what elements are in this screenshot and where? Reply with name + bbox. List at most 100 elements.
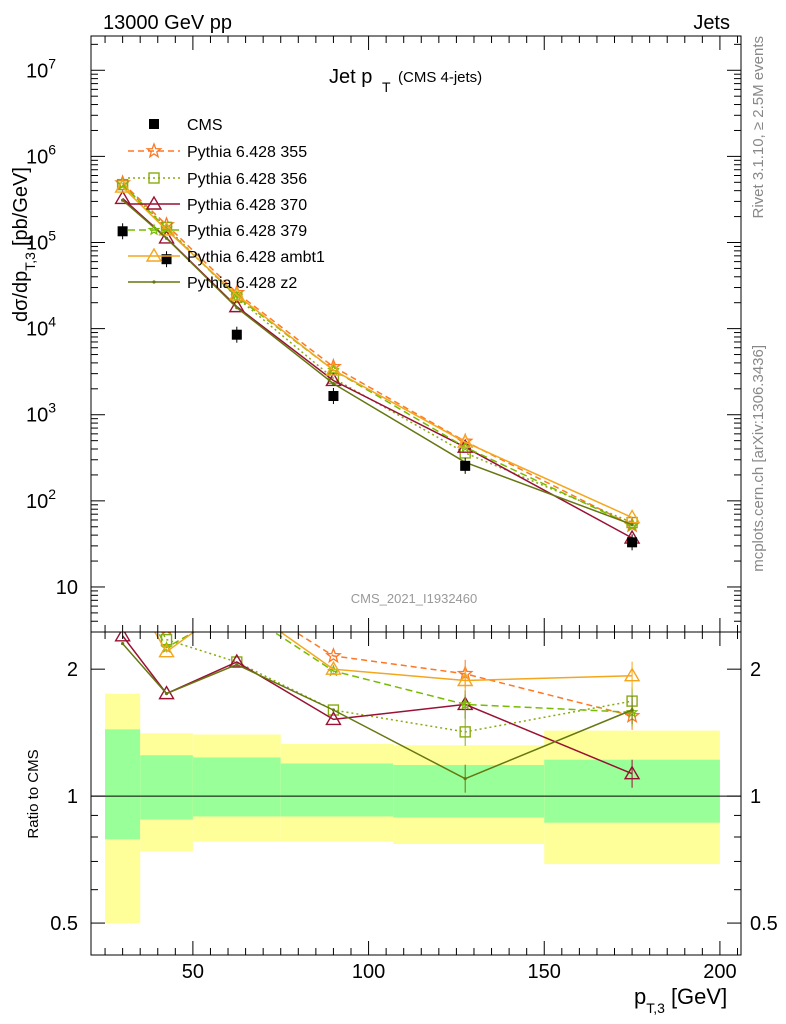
- ratio-y-tick-label-right: 1: [750, 786, 761, 808]
- legend-label-z2: Pythia 6.428 z2: [187, 275, 297, 292]
- plot-title-sub: T: [382, 79, 391, 95]
- x-tick-label: 200: [703, 961, 736, 983]
- series-point-z2: [235, 306, 239, 310]
- series-point-ambt1: [623, 509, 641, 524]
- analysis-watermark: CMS_2021_I1932460: [351, 591, 478, 606]
- ratio-line-ambt1: [153, 632, 633, 682]
- ratio-panel: 2 2 1 1 0.5 0.5 50 100 150 200 Ratio to CMS pT,3…: [25, 555, 778, 1016]
- series-line-ambt1: [122, 186, 633, 519]
- ratio-y-tick-label-right: 0.5: [750, 913, 778, 935]
- ratio-uncertainty-bands: [105, 693, 720, 924]
- legend-label-p370: Pythia 6.428 370: [187, 197, 307, 214]
- main-y-tick-exp: 2: [48, 486, 56, 502]
- main-y-tick-exp: 3: [48, 400, 56, 416]
- ratio-point-ambt1: [456, 672, 474, 687]
- legend-marker-p370: [145, 195, 163, 210]
- legend-marker-cms: [149, 119, 159, 129]
- ratio-point-p356: [327, 704, 340, 716]
- main-y-tick-label: 106: [26, 141, 56, 168]
- band-inner-segment: [140, 755, 193, 820]
- legend-marker-p379: [147, 223, 161, 236]
- cms-data-layer: [117, 223, 638, 551]
- series-point-ambt1: [114, 178, 131, 193]
- ratio-point-p355: [116, 555, 129, 568]
- x-axis-label: pT,3 [GeV]: [634, 984, 727, 1016]
- ratio-point-p379: [232, 603, 242, 612]
- ratio-point-p370: [114, 632, 131, 642]
- ratio-point-p379: [458, 697, 472, 710]
- main-y-label: dσ/dpT,3 [pb/GeV]: [10, 167, 38, 322]
- band-inner-segment: [280, 763, 394, 817]
- main-y-label-sub: T,3: [22, 252, 38, 271]
- band-inner-segment: [105, 729, 141, 840]
- ratio-series-layer: [114, 555, 641, 793]
- ratio-y-tick-label-left: 1: [67, 786, 78, 808]
- ratio-line-p355: [294, 632, 633, 717]
- rivet-version-label: Rivet 3.1.10, ≥ 2.5M events: [750, 36, 767, 219]
- ratio-y-ticks: 2 2 1 1 0.5 0.5: [50, 659, 778, 935]
- x-tick-label: 100: [352, 961, 385, 983]
- ratio-point-z2: [164, 692, 169, 696]
- main-y-tick-label: 10: [56, 577, 78, 599]
- ratio-x-ticks: 50 100 150 200: [104, 632, 738, 983]
- main-y-tick-base: 10: [26, 405, 48, 427]
- x-axis-label-sub: T,3: [646, 1000, 665, 1016]
- ratio-line-p379: [157, 632, 633, 714]
- ratio-point-z2: [331, 708, 336, 712]
- legend-marker-p355: [145, 142, 163, 159]
- series-point-ambt1: [158, 221, 175, 236]
- ratio-point-ambt1: [116, 570, 130, 582]
- band-inner-segment: [393, 765, 545, 818]
- band-inner-segment: [192, 757, 281, 817]
- ratio-point-p355: [230, 588, 243, 601]
- series-point-z2: [121, 198, 125, 202]
- main-y-tick-exp: 5: [48, 228, 56, 244]
- plot-title-note: (CMS 4-jets): [398, 69, 482, 86]
- series-point-p370: [158, 229, 175, 244]
- legend-marker-z2: [152, 280, 156, 284]
- ratio-y-label: Ratio to CMS: [25, 749, 42, 838]
- main-series-layer: [114, 174, 641, 544]
- ratio-point-p370: [623, 765, 641, 780]
- x-axis-label-main: p: [634, 984, 646, 1009]
- legend: CMS Pythia 6.428 355 Pythia 6.428 356 Pythi…: [128, 117, 325, 292]
- mcplots-label: mcplots.cern.ch [arXiv:1306.3436]: [750, 345, 767, 572]
- main-y-tick-label: 102: [26, 486, 56, 513]
- x-tick-label: 50: [182, 961, 204, 983]
- ratio-point-p356: [118, 562, 128, 572]
- ratio-y-tick-label-left: 2: [67, 659, 78, 681]
- main-y-label-main: dσ/dp: [10, 271, 32, 322]
- series-point-p370: [114, 190, 131, 205]
- main-y-tick-label: 105: [26, 228, 56, 255]
- series-line-p356: [122, 184, 633, 524]
- ratio-y-tick-label-right: 2: [750, 659, 761, 681]
- ratio-point-ambt1: [623, 667, 641, 682]
- main-y-tick-label: 107: [26, 55, 56, 82]
- series-point-ambt1: [228, 286, 246, 301]
- ratio-y-tick-label-left: 0.5: [50, 913, 78, 935]
- series-point-p370: [228, 298, 246, 313]
- legend-marker-p356: [148, 172, 160, 184]
- cms-data-point: [231, 329, 242, 340]
- ratio-point-p379: [118, 562, 128, 571]
- legend-label-ambt1: Pythia 6.428 ambt1: [187, 249, 325, 266]
- ratio-point-z2: [463, 777, 467, 781]
- legend-marker-ambt1: [145, 247, 163, 262]
- series-point-ambt1: [456, 433, 474, 448]
- main-y-tick-label: 104: [26, 314, 56, 341]
- cms-data-point: [328, 391, 339, 402]
- series-point-p370: [325, 372, 342, 387]
- ratio-point-p370: [228, 653, 246, 668]
- series-point-p379: [458, 440, 472, 453]
- ratio-point-z2: [121, 641, 125, 646]
- main-y-tick-exp: 4: [48, 314, 56, 330]
- series-point-z2: [331, 381, 336, 386]
- ratio-frame: [90, 631, 742, 956]
- main-y-tick-base: 10: [26, 491, 48, 513]
- main-y-tick-base: 10: [26, 233, 48, 255]
- ratio-line-p370: [122, 635, 633, 775]
- ratio-point-p355: [325, 647, 342, 664]
